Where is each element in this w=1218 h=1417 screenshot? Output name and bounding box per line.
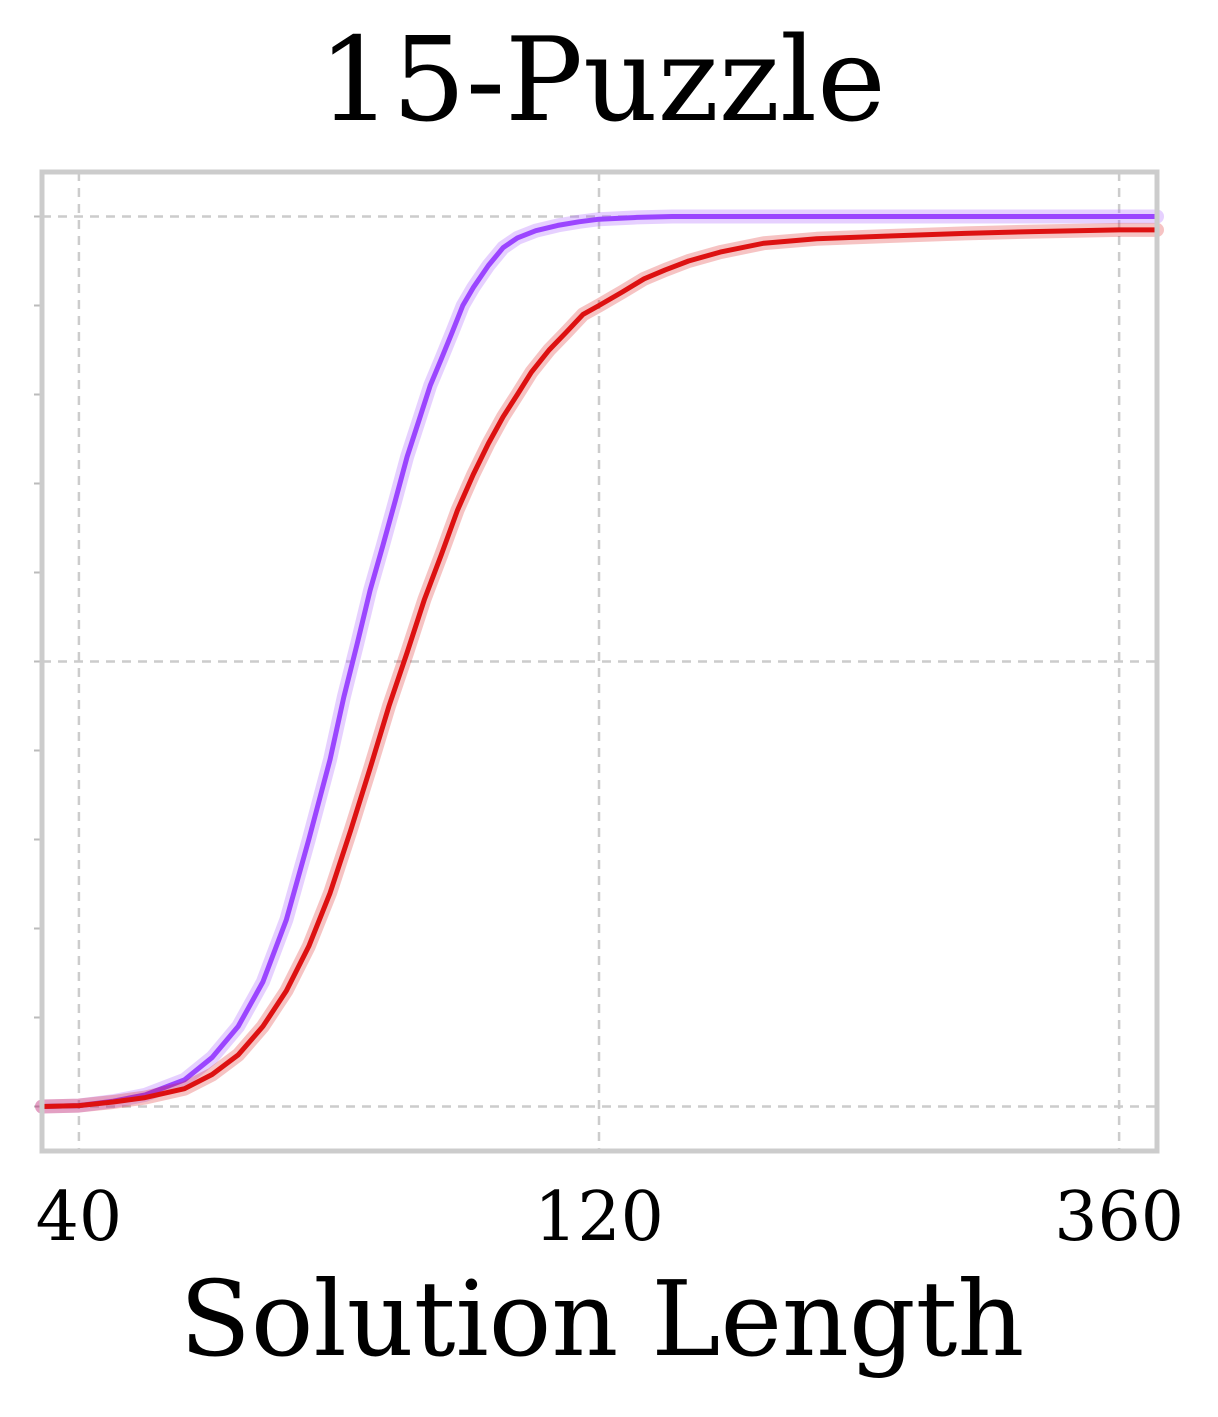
x-tick-label-40: 40 [36, 1178, 123, 1257]
grid-layer [42, 172, 1157, 1151]
series-0-line [39, 214, 1160, 1109]
series-1-line [39, 227, 1160, 1109]
x-axis-label: Solution Length [180, 1258, 1025, 1380]
series-layer [35, 209, 1164, 1114]
plot-frame [39, 169, 1160, 1154]
chart-title: 15-Puzzle [318, 13, 886, 148]
x-tick-label-layer: 40 120 360 [36, 1178, 1184, 1257]
x-tick-label-360: 360 [1054, 1178, 1184, 1257]
x-tick-label-120: 120 [534, 1178, 664, 1257]
